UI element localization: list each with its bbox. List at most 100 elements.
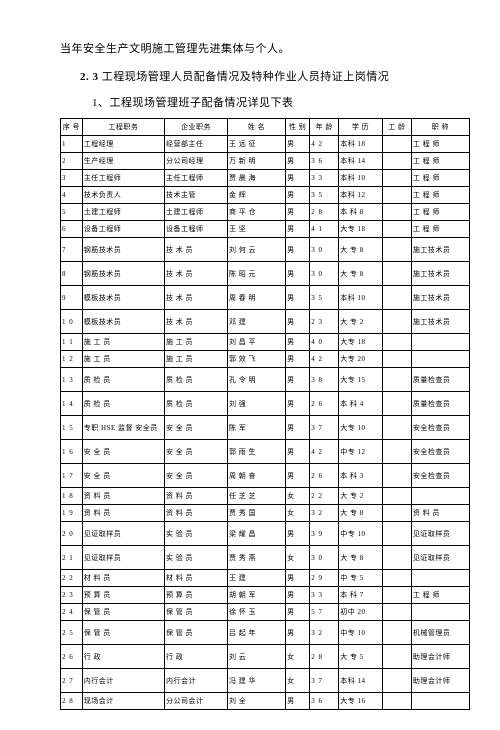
section-title: 工程现场管理人员配备情况及特种作业人员持证上岗情况 [102,71,390,83]
cell-age: 2 3 [310,310,339,334]
personnel-table: 序 号 工程职务 企业职务 姓 名 性 别 年 龄 学 历 工 龄 职 称 1工… [60,118,470,710]
cell-title [411,334,469,351]
cell-sex: 女 [286,505,310,522]
cell-seq: 2 7 [61,669,83,693]
cell-name: 邓 建 [227,310,285,334]
cell-edu: 大专 20 [339,351,383,368]
cell-title [411,604,469,621]
cell-seq: 2 [61,153,83,170]
cell-name: 胡 朝 军 [227,587,285,604]
cell-name: 王 远 征 [227,136,285,153]
cell-age: 3 0 [310,546,339,570]
cell-edu: 本科 12 [339,187,383,204]
cell-name: 刘 昌 平 [227,334,285,351]
heading-line-1: 当年安全生产文明施工管理先进集体与个人。 [60,40,470,56]
cell-corp: 技 术 员 [165,238,228,262]
table-row: 5土建工程师土建工程师商 平 仓男2 8本 科 8工 程 师 [61,204,470,221]
cell-exp [382,221,411,238]
cell-edu: 中专 10 [339,522,383,546]
cell-role: 质 检 员 [82,392,164,416]
cell-edu: 大 专 2 [339,488,383,505]
table-row: 1 2施 工 员施 工 员郭 效 飞男4 2大专 20 [61,351,470,368]
cell-edu: 中专 12 [339,440,383,464]
cell-seq: 5 [61,204,83,221]
table-row: 8钢筋技术员技 术 员陈 昭 元男3 0大 专 8施工技术员 [61,262,470,286]
cell-corp: 质 检 员 [165,368,228,392]
cell-exp [382,392,411,416]
cell-seq: 1 5 [61,416,83,440]
col-title: 职 称 [411,119,469,136]
cell-age: 4 2 [310,136,339,153]
cell-title: 工 程 师 [411,136,469,153]
cell-edu: 大专 10 [339,416,383,440]
cell-exp [382,286,411,310]
cell-exp [382,669,411,693]
table-row: 1 8资 料 员资 料 员任 芝 芝女2 2大 专 2 [61,488,470,505]
cell-exp [382,238,411,262]
cell-name: 吕 起 年 [227,621,285,645]
cell-exp [382,262,411,286]
cell-corp: 资 料 员 [165,505,228,522]
cell-sex: 男 [286,286,310,310]
cell-name: 周 朝 奋 [227,464,285,488]
cell-corp: 施 工 员 [165,351,228,368]
cell-edu: 大专 18 [339,334,383,351]
table-row: 1 6安 全 员安 全 员郭 雨 生男4 2中专 12安全检查员 [61,440,470,464]
cell-exp [382,368,411,392]
cell-age: 3 7 [310,669,339,693]
cell-title: 资 料 员 [411,505,469,522]
cell-sex: 男 [286,570,310,587]
table-row: 6设备工程师设备工程师王 坚男4 1大专 18工 程 师 [61,221,470,238]
table-row: 7钢筋技术员技 术 员刘 何 云男3 0大 专 8施工技术员 [61,238,470,262]
cell-title: 助理会计师 [411,669,469,693]
cell-corp: 经营部主任 [165,136,228,153]
table-row: 2 7内行会计内行会计冯 建 华女3 7本科 14助理会计师 [61,669,470,693]
cell-name: 徐 怀 玉 [227,604,285,621]
col-age: 年 龄 [310,119,339,136]
cell-seq: 8 [61,262,83,286]
cell-seq: 2 1 [61,546,83,570]
table-row: 1 5专职 HSE 监督 安全员安 全 员陈 军男3 7大专 10安全检查员 [61,416,470,440]
table-row: 9模板技术员技 术 员周 春 明男3 5本科 10施工技术员 [61,286,470,310]
col-corp: 企业职务 [165,119,228,136]
section-number: 2. 3 [80,71,102,83]
table-row: 4技术负责人技术主管金 辉男3 5本科 12工 程 师 [61,187,470,204]
cell-sex: 男 [286,621,310,645]
cell-age: 4 0 [310,334,339,351]
cell-name: 贾 秀 燕 [227,546,285,570]
cell-age: 3 2 [310,505,339,522]
cell-name: 梁 耀 昌 [227,522,285,546]
cell-title: 工 程 师 [411,221,469,238]
cell-seq: 6 [61,221,83,238]
cell-sex: 男 [286,368,310,392]
cell-age: 3 9 [310,522,339,546]
cell-exp [382,136,411,153]
cell-age: 3 8 [310,368,339,392]
cell-title: 工 程 师 [411,204,469,221]
cell-role: 安 全 员 [82,464,164,488]
cell-corp: 技 术 员 [165,262,228,286]
cell-seq: 2 0 [61,522,83,546]
cell-seq: 4 [61,187,83,204]
cell-edu: 大专 15 [339,368,383,392]
cell-corp: 技术主管 [165,187,228,204]
cell-sex: 男 [286,310,310,334]
cell-role: 主任工程师 [82,170,164,187]
cell-sex: 男 [286,170,310,187]
cell-exp [382,153,411,170]
heading-line-3: 1、工程现场管理班子配备情况详见下表 [92,94,470,110]
cell-edu: 本科 10 [339,170,383,187]
cell-age: 2 9 [310,570,339,587]
cell-title: 助理会计师 [411,645,469,669]
cell-corp: 安 全 员 [165,440,228,464]
table-row: 3主任工程师主任工程师贾 晨 海男3 3本科 10工 程 师 [61,170,470,187]
cell-title: 质量检查员 [411,368,469,392]
cell-corp: 质 检 员 [165,392,228,416]
cell-age: 3 5 [310,187,339,204]
cell-corp: 土建工程师 [165,204,228,221]
cell-seq: 1 [61,136,83,153]
cell-title: 工 程 师 [411,587,469,604]
cell-age: 3 5 [310,286,339,310]
cell-role: 钢筋技术员 [82,238,164,262]
cell-sex: 男 [286,464,310,488]
